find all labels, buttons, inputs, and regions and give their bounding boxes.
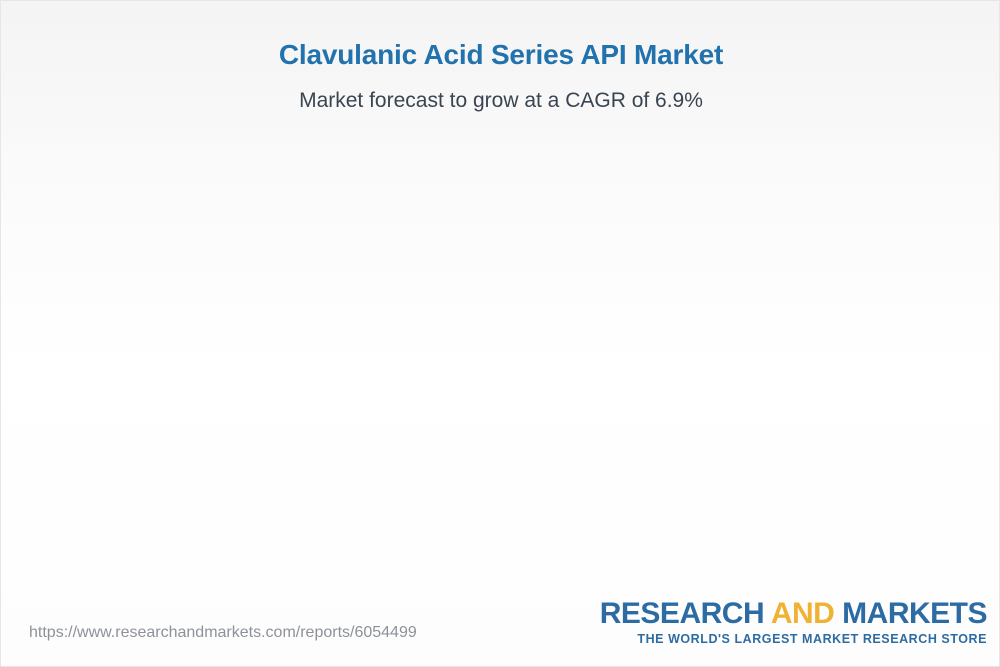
brand-word-research: RESEARCH	[599, 597, 771, 630]
brand-word-markets: MARKETS	[834, 597, 987, 630]
plot-area: USD 394.21 Million 2024 USD 588.7 Milli	[1, 1, 999, 601]
chart-title: Clavulanic Acid Series API Market	[278, 39, 724, 70]
brand-tagline: THE WORLD'S LARGEST MARKET RESEARCH STOR…	[637, 631, 987, 646]
report-url[interactable]: https://www.researchandmarkets.com/repor…	[29, 624, 417, 641]
brand-logo[interactable]: RESEARCH AND MARKETS THE WORLD'S LARGEST…	[599, 597, 988, 646]
brand-word-and: AND	[770, 597, 835, 630]
brand-wordmark: RESEARCH AND MARKETS	[599, 597, 988, 630]
chart-subtitle: Market forecast to grow at a CAGR of 6.9…	[299, 89, 703, 112]
